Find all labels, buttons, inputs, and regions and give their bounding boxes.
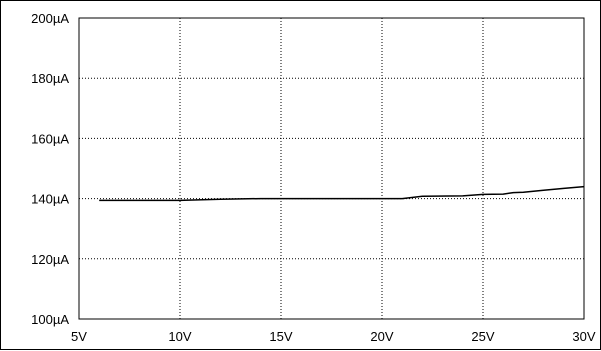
x-tick-label: 10V bbox=[168, 329, 191, 344]
y-tick-label: 120µA bbox=[31, 252, 69, 267]
plot-area bbox=[78, 17, 585, 320]
x-tick-label: 25V bbox=[471, 329, 494, 344]
x-tick-label: 5V bbox=[71, 329, 87, 344]
y-tick-label: 200µA bbox=[31, 11, 69, 26]
series-line bbox=[99, 185, 585, 202]
y-tick-label: 160µA bbox=[31, 131, 69, 146]
y-tick-label: 100µA bbox=[31, 312, 69, 327]
x-tick-label: 30V bbox=[572, 329, 595, 344]
y-tick-label: 180µA bbox=[31, 71, 69, 86]
y-tick-label: 140µA bbox=[31, 192, 69, 207]
grid-lines bbox=[79, 18, 584, 319]
x-tick-label: 15V bbox=[269, 329, 292, 344]
x-tick-label: 20V bbox=[370, 329, 393, 344]
series-layer bbox=[99, 185, 585, 202]
tick-labels: 5V 10V 15V 20V 25V 30V 100µA 120µA 140µA 160µA 180… bbox=[31, 11, 596, 344]
